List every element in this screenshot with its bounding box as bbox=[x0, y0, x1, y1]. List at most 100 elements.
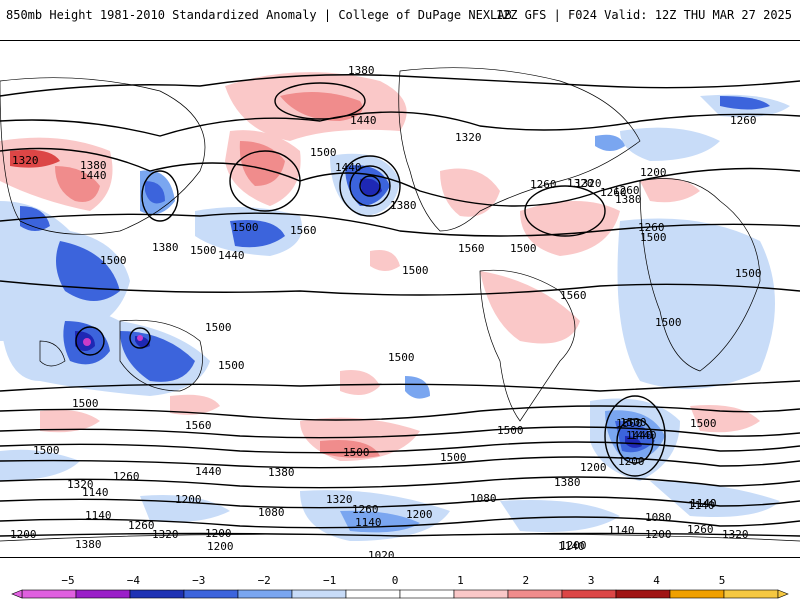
contour-label: 1500 bbox=[620, 416, 647, 429]
contour-label: 1560 bbox=[290, 224, 317, 237]
contour-label: 1260 bbox=[128, 519, 155, 532]
contour-label: 1200 bbox=[640, 166, 667, 179]
contour-label: 1500 bbox=[735, 267, 762, 280]
contour-label: 1500 bbox=[190, 244, 217, 257]
colorbar-tick-label: 0 bbox=[392, 574, 399, 587]
contour-label: 1020 bbox=[368, 549, 395, 557]
colorbar-segment bbox=[561, 589, 617, 599]
contour-label: 1260 bbox=[730, 114, 757, 127]
contour-label: 1500 bbox=[343, 446, 370, 459]
contour-label: 1500 bbox=[497, 424, 524, 437]
contour-label: 1560 bbox=[458, 242, 485, 255]
colorbar-boxes bbox=[11, 589, 789, 599]
contour-label: 1500 bbox=[33, 444, 60, 457]
colorbar-tick-labels: −5 −4 −3 −2 −1 0 1 2 3 4 5 bbox=[61, 574, 725, 587]
colorbar-tick-label: −4 bbox=[127, 574, 141, 587]
colorbar-segment bbox=[345, 589, 401, 599]
colorbar-tick-label: 1 bbox=[457, 574, 464, 587]
contour-label: 1500 bbox=[100, 254, 127, 267]
contour-label: 1500 bbox=[72, 397, 99, 410]
contour-label: 1440 bbox=[195, 465, 222, 478]
contour-label: 1380 bbox=[80, 159, 107, 172]
contour-label: 1200 bbox=[560, 539, 587, 552]
contour-label: 1440 bbox=[626, 429, 653, 442]
colorbar-segment bbox=[453, 589, 509, 599]
colorbar-svg: −5 −4 −3 −2 −1 0 1 2 3 4 5 bbox=[11, 574, 789, 599]
colorbar-segment bbox=[75, 589, 131, 599]
contour-label: 1500 bbox=[655, 316, 682, 329]
contour-label: 1500 bbox=[388, 351, 415, 364]
contour-label: 1140 bbox=[688, 499, 715, 512]
contour-label: 1560 bbox=[185, 419, 212, 432]
contour-label: 1440 bbox=[350, 114, 377, 127]
colorbar-segment bbox=[507, 589, 563, 599]
colorbar: −5 −4 −3 −2 −1 0 1 2 3 4 5 bbox=[0, 572, 800, 600]
contour-label: 1140 bbox=[690, 497, 717, 510]
contour-label: 1260 bbox=[530, 178, 557, 191]
contour-label: 1080 bbox=[470, 492, 497, 505]
contour-label: 1200 bbox=[580, 461, 607, 474]
colorbar-tick-label: 5 bbox=[719, 574, 726, 587]
contour-label: 1080 bbox=[258, 506, 285, 519]
contour-label: 1500 bbox=[510, 242, 537, 255]
colorbar-max-arrow bbox=[777, 589, 789, 599]
contour-label: 1380 bbox=[152, 241, 179, 254]
contour-label: 1320 bbox=[722, 528, 749, 541]
contour-label: 1500 bbox=[218, 359, 245, 372]
contour-label: 1260 bbox=[600, 186, 627, 199]
contour-label: 1320 bbox=[152, 528, 179, 541]
colorbar-tick-label: −5 bbox=[61, 574, 74, 587]
contour-label: 1140 bbox=[85, 509, 112, 522]
contour-label: 1200 bbox=[618, 455, 645, 468]
weather-map: 1380 1440 1260 1320 1380 1440 1500 1320 … bbox=[0, 40, 800, 558]
map-title: 850mb Height 1981-2010 Standardized Anom… bbox=[6, 8, 512, 22]
contour-labels: 1380 1440 1260 1320 1380 1440 1500 1320 … bbox=[10, 64, 762, 557]
colorbar-segment bbox=[615, 589, 671, 599]
contour-label: 1500 bbox=[690, 417, 717, 430]
colorbar-tick-label: −1 bbox=[323, 574, 336, 587]
contour-label: 1200 bbox=[10, 528, 37, 541]
contour-label: 1140 bbox=[82, 486, 109, 499]
contour-label: 1200 bbox=[645, 528, 672, 541]
colorbar-tick-label: 4 bbox=[653, 574, 660, 587]
contour-label: 1320 bbox=[67, 478, 94, 491]
contour-label: 1320 bbox=[575, 177, 602, 190]
contour-label: 1380 bbox=[615, 193, 642, 206]
colorbar-min-arrow bbox=[11, 589, 23, 599]
run-info: 12Z GFS | F024 Valid: 12Z THU MAR 27 202… bbox=[495, 8, 792, 22]
anomaly-shading bbox=[0, 72, 790, 541]
contour-label: 1380 bbox=[554, 476, 581, 489]
contour-label: 1260 bbox=[352, 503, 379, 516]
contour-label: 1560 bbox=[560, 289, 587, 302]
colorbar-segment bbox=[183, 589, 239, 599]
colorbar-segment bbox=[291, 589, 347, 599]
colorbar-tick-label: 2 bbox=[522, 574, 529, 587]
colorbar-segment bbox=[21, 589, 77, 599]
height-contours bbox=[0, 74, 800, 537]
colorbar-segment bbox=[669, 589, 725, 599]
contour-label: 1500 bbox=[440, 451, 467, 464]
contour-label: 1320 bbox=[326, 493, 353, 506]
contour-label: 1260 bbox=[613, 184, 640, 197]
contour-label: 1500 bbox=[402, 264, 429, 277]
contour-label: 1140 bbox=[558, 540, 585, 553]
contour-label: 1440 bbox=[80, 169, 107, 182]
contour-label: 1320 bbox=[455, 131, 482, 144]
colorbar-tick-label: −3 bbox=[192, 574, 205, 587]
contour-label: 1440 bbox=[218, 249, 245, 262]
contour-label: 1200 bbox=[205, 527, 232, 540]
colorbar-tick-label: 3 bbox=[588, 574, 595, 587]
contour-label: 1320 bbox=[12, 154, 39, 167]
colorbar-segment bbox=[723, 589, 779, 599]
contour-label: 1320 bbox=[567, 177, 594, 190]
colorbar-segment bbox=[129, 589, 185, 599]
contour-label: 1200 bbox=[175, 493, 202, 506]
contour-label: 1380 bbox=[390, 199, 417, 212]
contour-label: 1380 bbox=[268, 466, 295, 479]
contour-label: 1380 bbox=[348, 64, 375, 77]
contour-label: 1500 bbox=[640, 231, 667, 244]
header-bar: 850mb Height 1981-2010 Standardized Anom… bbox=[0, 0, 800, 30]
contour-label: 1500 bbox=[205, 321, 232, 334]
contour-label: 1200 bbox=[207, 540, 234, 553]
colorbar-segment bbox=[237, 589, 293, 599]
